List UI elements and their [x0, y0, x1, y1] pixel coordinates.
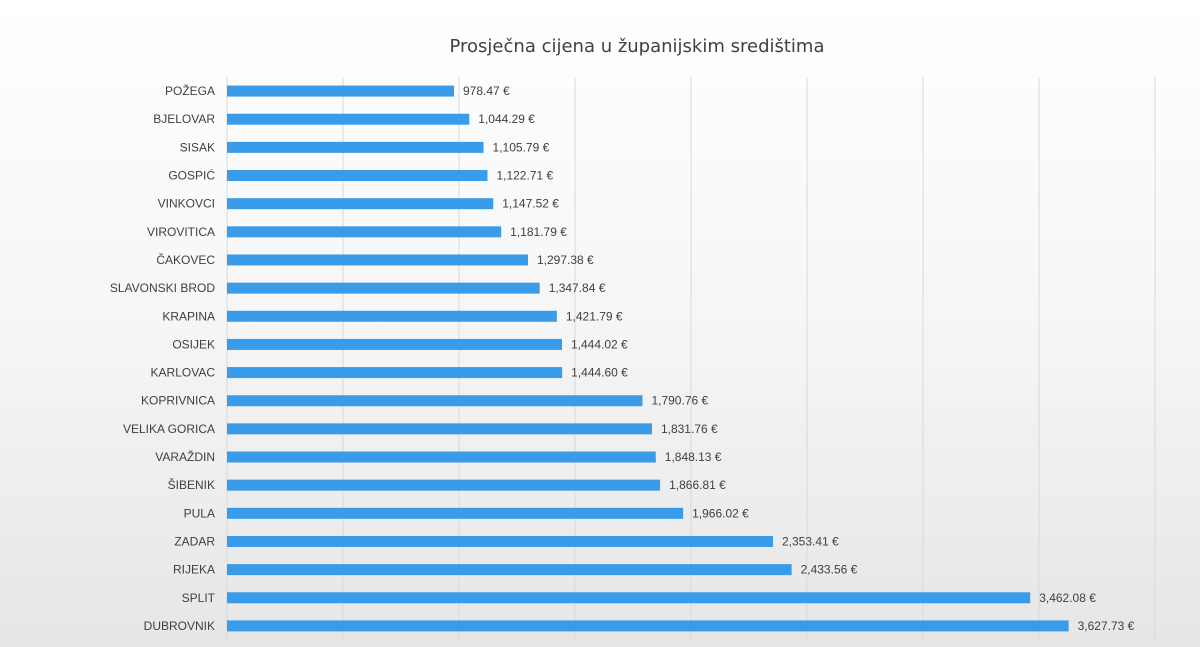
value-label: 2,353.41 €: [782, 534, 839, 548]
chart-title: Prosječna cijena u županijskim središtim…: [450, 36, 825, 57]
category-label: KRAPINA: [162, 309, 215, 323]
bar: [227, 620, 1069, 632]
bars: [227, 85, 1069, 632]
value-label: 3,462.08 €: [1039, 591, 1096, 605]
bar: [227, 141, 484, 153]
value-label: 1,297.38 €: [537, 253, 594, 267]
category-label: SPLIT: [182, 591, 216, 605]
category-label: SLAVONSKI BROD: [110, 281, 215, 295]
category-label: PULA: [184, 506, 215, 520]
bar: [227, 85, 455, 97]
value-label: 1,421.79 €: [566, 309, 623, 323]
category-label: ZADAR: [174, 534, 215, 548]
value-label: 1,831.76 €: [661, 422, 718, 436]
bar: [227, 226, 502, 238]
value-label: 1,147.52 €: [502, 197, 559, 211]
bar: [227, 423, 652, 435]
category-label: BJELOVAR: [153, 112, 215, 126]
bar: [227, 282, 540, 294]
category-label: VINKOVCI: [158, 197, 215, 211]
category-label: VIROVITICA: [147, 225, 215, 239]
value-label: 1,044.29 €: [478, 112, 535, 126]
bar: [227, 564, 792, 576]
bar: [227, 395, 643, 407]
category-labels: POŽEGA BJELOVAR SISAK GOSPIĆ VINKOVCI VIROVIT…: [110, 83, 216, 633]
bar: [227, 367, 563, 379]
value-label: 3,627.73 €: [1078, 619, 1135, 633]
category-label: POŽEGA: [165, 83, 215, 98]
value-label: 1,444.60 €: [571, 366, 628, 380]
category-label: DUBROVNIK: [144, 619, 215, 633]
value-label: 1,790.76 €: [651, 394, 708, 408]
value-label: 1,181.79 €: [510, 225, 567, 239]
value-label: 1,866.81 €: [669, 478, 726, 492]
bar: [227, 198, 494, 210]
category-label: OSIJEK: [172, 337, 215, 351]
value-label: 1,848.13 €: [665, 450, 722, 464]
category-label: ŠIBENIK: [168, 477, 215, 492]
gridlines: [226, 77, 1156, 640]
value-label: 1,122.71 €: [496, 169, 553, 183]
bar: [227, 592, 1031, 604]
category-label: RIJEKA: [173, 563, 215, 577]
bar: [227, 113, 470, 125]
value-label: 978.47 €: [463, 84, 510, 98]
bar: [227, 254, 528, 266]
bar: [227, 310, 557, 322]
value-label: 1,444.02 €: [571, 337, 628, 351]
category-label: ČAKOVEC: [156, 252, 215, 267]
bar: [227, 535, 773, 547]
value-label: 1,105.79 €: [493, 140, 550, 154]
value-labels: 978.47 € 1,044.29 € 1,105.79 € 1,122.71 € 1,…: [463, 84, 1135, 633]
category-label: SISAK: [180, 140, 215, 154]
category-label: VELIKA GORICA: [123, 422, 215, 436]
bar: [227, 479, 661, 491]
category-label: KARLOVAC: [151, 366, 216, 380]
category-label: VARAŽDIN: [155, 449, 215, 464]
bar: [227, 451, 656, 463]
bar: [227, 507, 684, 519]
value-label: 1,966.02 €: [692, 506, 749, 520]
category-label: GOSPIĆ: [168, 168, 215, 183]
category-label: KOPRIVNICA: [141, 394, 215, 408]
bar: [227, 170, 488, 182]
value-label: 1,347.84 €: [549, 281, 606, 295]
bar: [227, 338, 563, 350]
value-label: 2,433.56 €: [801, 563, 858, 577]
